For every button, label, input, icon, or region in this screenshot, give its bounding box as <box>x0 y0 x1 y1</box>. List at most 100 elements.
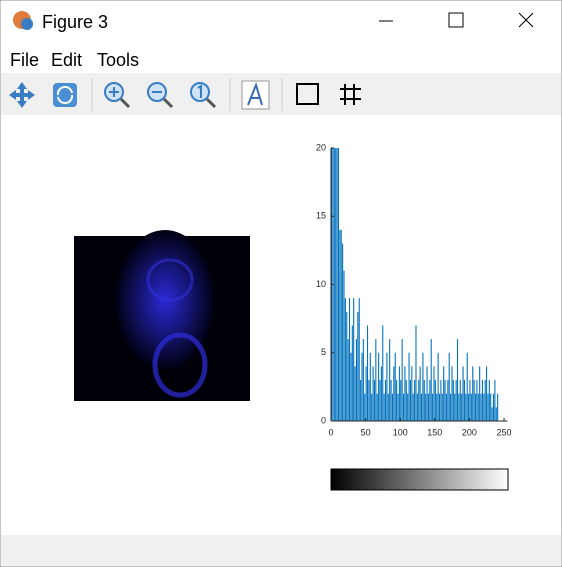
x-tick-label: 0 <box>328 427 333 437</box>
bar <box>350 352 352 421</box>
bar <box>365 366 367 421</box>
bar <box>389 339 391 421</box>
bar <box>348 298 351 421</box>
bar <box>452 380 454 421</box>
menu-item[interactable]: Tools <box>97 50 139 70</box>
bar <box>440 380 442 421</box>
menu-item[interactable]: File <box>10 50 39 70</box>
bar <box>444 380 446 421</box>
bar <box>465 393 467 421</box>
bar <box>402 393 405 421</box>
bar <box>451 366 453 421</box>
bar <box>346 311 348 421</box>
zoom-reset-tool[interactable] <box>190 82 217 109</box>
bar <box>420 393 423 421</box>
bar <box>343 270 345 421</box>
bar <box>379 380 381 421</box>
zoom-out-tool[interactable] <box>147 82 174 109</box>
x-tick-label: 150 <box>427 427 442 437</box>
bar <box>486 366 488 421</box>
bar <box>383 393 385 421</box>
bar <box>477 393 479 421</box>
bar <box>372 366 374 421</box>
bar <box>459 380 461 421</box>
zoom-in-tool[interactable] <box>104 82 131 109</box>
bar <box>353 298 355 421</box>
bar <box>462 366 464 421</box>
bar <box>347 339 349 421</box>
bar <box>423 380 425 421</box>
bar <box>336 148 338 421</box>
close-button[interactable] <box>518 12 534 28</box>
bar <box>409 380 411 421</box>
bar <box>394 352 396 421</box>
bar <box>373 380 375 421</box>
bar <box>450 393 452 421</box>
bar <box>398 366 400 421</box>
bar <box>454 393 456 421</box>
bar <box>441 393 443 421</box>
bar <box>437 352 439 421</box>
bar <box>447 380 449 421</box>
bar <box>466 352 468 421</box>
bar <box>354 366 356 421</box>
rotate-tool[interactable] <box>53 83 77 107</box>
bar <box>342 243 344 421</box>
bar <box>487 393 489 421</box>
bar <box>456 339 459 421</box>
bar <box>480 393 482 421</box>
colorbar <box>330 468 509 491</box>
bar <box>371 393 373 421</box>
app-icon <box>13 11 33 30</box>
bar <box>488 380 490 421</box>
bar <box>358 298 360 421</box>
bar <box>468 393 470 421</box>
grid-tool[interactable] <box>340 84 361 105</box>
bar <box>401 339 403 421</box>
bar <box>429 380 431 421</box>
bar <box>335 148 337 421</box>
bar <box>483 393 485 421</box>
image <box>74 230 250 401</box>
bar <box>339 229 341 421</box>
bar <box>490 393 492 421</box>
bar <box>333 148 335 421</box>
bar <box>355 339 358 421</box>
bar <box>479 366 481 421</box>
bar <box>481 380 483 421</box>
status-bar <box>1 535 561 566</box>
bar <box>433 366 435 421</box>
bar <box>360 380 362 421</box>
bar <box>427 393 429 421</box>
bar <box>422 352 424 421</box>
bar <box>426 366 428 421</box>
bar <box>408 352 410 421</box>
box-tool[interactable] <box>296 83 319 105</box>
bar <box>386 352 388 421</box>
bar <box>344 298 346 421</box>
text-tool[interactable] <box>241 80 270 110</box>
bar <box>474 393 477 421</box>
window-title: Figure 3 <box>42 12 108 32</box>
bar <box>412 393 414 421</box>
bar <box>436 393 438 421</box>
x-tick-label: 250 <box>497 427 512 437</box>
bar <box>458 393 460 421</box>
bar <box>404 366 406 421</box>
bar <box>361 352 363 421</box>
bar <box>397 393 399 421</box>
bar <box>411 366 413 421</box>
bar <box>430 339 432 421</box>
bar <box>368 380 370 421</box>
bar <box>378 352 380 421</box>
maximize-button[interactable] <box>448 12 464 28</box>
bar <box>443 366 445 421</box>
bar <box>364 393 366 421</box>
menu-item[interactable]: Edit <box>51 50 82 70</box>
pan-tool[interactable] <box>9 82 35 108</box>
bar <box>376 393 378 421</box>
bar <box>362 339 364 421</box>
bar <box>463 380 465 421</box>
bar <box>357 311 359 421</box>
